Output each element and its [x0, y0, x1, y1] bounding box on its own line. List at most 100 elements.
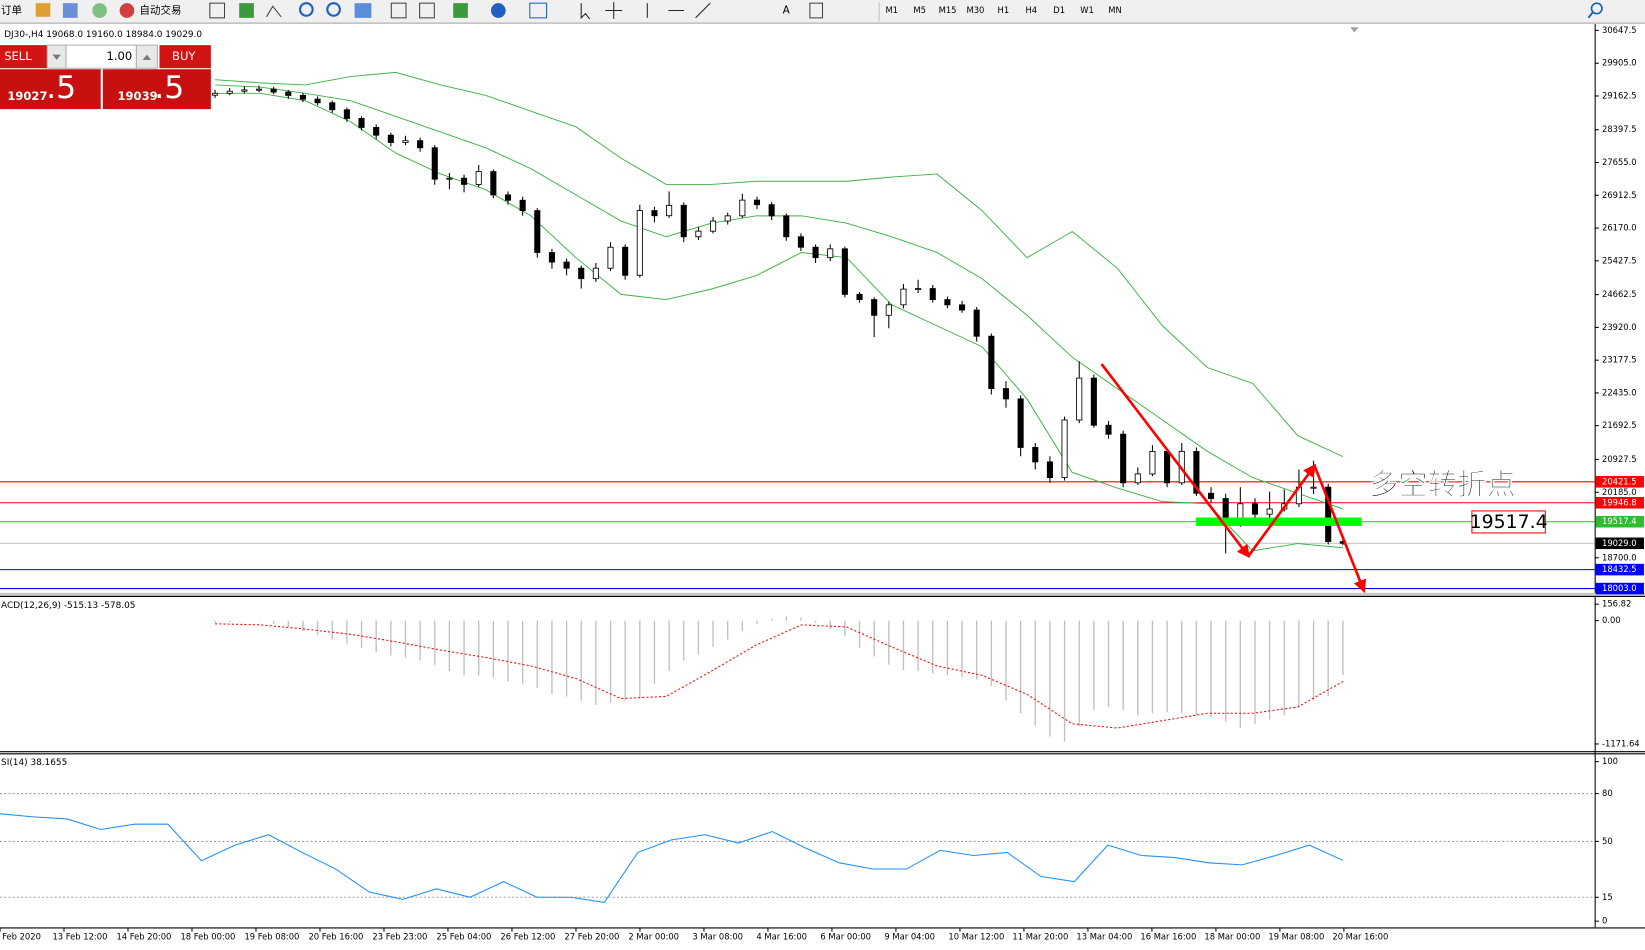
y-tick-label: 50 — [1602, 836, 1613, 846]
crosshair-tool[interactable] — [605, 2, 623, 19]
timeframe-button[interactable]: H1 — [998, 5, 1010, 15]
candle-body — [1002, 388, 1010, 400]
x-tick-label: 14 Feb 20:00 — [116, 931, 171, 941]
timeframe-button[interactable]: M1 — [885, 5, 898, 15]
bollinger-upper — [215, 71, 1344, 458]
candle-body — [548, 252, 555, 263]
indicator-title: SI(14) 38.1655 — [1, 758, 67, 768]
lot-value[interactable]: 1.00 — [107, 49, 133, 63]
y-tick-label: 24662.5 — [1602, 289, 1637, 299]
timeframe-button[interactable]: W1 — [1080, 5, 1094, 15]
x-tick-label: 25 Feb 04:00 — [436, 931, 491, 941]
y-tick-label: 26170.0 — [1602, 223, 1637, 233]
candle-body — [1134, 473, 1141, 484]
ask-frac[interactable]: .5 — [154, 70, 184, 106]
candle-body — [212, 92, 219, 96]
timeframe-button[interactable]: M5 — [913, 5, 926, 15]
price-level-label: 18003.0 — [1602, 583, 1637, 593]
icon[interactable] — [35, 3, 51, 17]
candle-body — [343, 109, 350, 119]
ask-main[interactable]: 19039 — [118, 89, 158, 103]
candle-body — [636, 210, 643, 276]
candle-body — [519, 199, 526, 212]
candle-body — [1046, 461, 1053, 479]
price-level-label: 18432.5 — [1602, 564, 1637, 574]
icon[interactable] — [453, 3, 468, 18]
candle-body — [973, 309, 980, 337]
price-level-tag — [1595, 476, 1644, 488]
bollinger-middle — [215, 84, 1344, 510]
search[interactable] — [1587, 12, 1594, 19]
auto-trading-button[interactable]: 自动交易 — [140, 4, 182, 17]
lot-down-arrow[interactable] — [52, 54, 61, 60]
candle-body — [900, 288, 907, 306]
text-tool[interactable]: A — [783, 5, 791, 17]
arrows — [1100, 363, 1367, 594]
annotation-box — [1471, 510, 1546, 534]
icon[interactable] — [266, 5, 282, 18]
bid-box[interactable] — [0, 69, 101, 110]
x-tick-label: 27 Feb 20:00 — [564, 931, 619, 941]
bid-frac[interactable]: .5 — [46, 70, 76, 106]
y-tick-label: 27655.0 — [1602, 157, 1637, 167]
trendline-tool[interactable] — [695, 2, 711, 19]
y-tick-label: 28397.5 — [1602, 124, 1637, 134]
candle-body — [1120, 433, 1127, 484]
candle-body — [1251, 503, 1259, 515]
x-tick-label: 23 Feb 23:00 — [372, 931, 427, 941]
candle-body — [373, 127, 380, 136]
x-tick-label: 2 Mar 00:00 — [628, 931, 679, 941]
candle-body — [314, 98, 321, 104]
zoom-in[interactable] — [298, 2, 314, 17]
candle-body — [929, 288, 936, 300]
sell-label[interactable]: SELL — [4, 49, 32, 63]
lot-up-arrow[interactable] — [142, 54, 152, 60]
x-tick-label: 19 Mar 08:00 — [1268, 931, 1324, 941]
bid-main[interactable]: 19027 — [7, 89, 47, 103]
y-tick-label: 25427.5 — [1602, 255, 1637, 265]
rsi-panel: 100 80 50 15 0 SI(14) 38.1655 Feb 2020 13 Feb 1… — [0, 756, 1618, 941]
timeframe-button[interactable]: H4 — [1025, 5, 1037, 15]
icon[interactable] — [62, 3, 78, 18]
candle-body — [856, 293, 863, 300]
ask-box[interactable] — [102, 69, 211, 110]
candle-body — [329, 102, 336, 111]
price-level-label: 20421.5 — [1602, 476, 1637, 486]
candle-body — [592, 267, 599, 280]
x-tick-label: 9 Mar 04:00 — [884, 931, 935, 941]
icon[interactable] — [390, 2, 407, 19]
y-tick-label: 22435.0 — [1602, 387, 1637, 397]
sell-button[interactable] — [0, 45, 48, 69]
label-tool[interactable] — [809, 2, 824, 19]
candle-body — [431, 147, 438, 180]
icon[interactable] — [354, 3, 372, 18]
buy-label[interactable]: BUY — [172, 49, 196, 63]
chart-shift-marker[interactable] — [1350, 27, 1359, 33]
candle-body — [387, 134, 394, 143]
icon[interactable] — [490, 3, 506, 18]
orders-button[interactable]: 订单 — [1, 5, 22, 17]
buy-button[interactable] — [159, 45, 211, 69]
auto-trading-icon[interactable] — [119, 3, 135, 18]
y-tick-label: 20185.0 — [1602, 487, 1637, 497]
x-tick-label: Feb 2020 — [2, 931, 41, 941]
timeframe-button[interactable]: D1 — [1053, 5, 1065, 15]
icon[interactable] — [419, 2, 435, 19]
candle-body — [534, 210, 541, 253]
zoom-out[interactable] — [326, 2, 341, 17]
cursor-tool[interactable] — [580, 3, 591, 20]
candle-body — [1207, 492, 1215, 499]
price-level-label: 19946.8 — [1602, 497, 1637, 507]
search[interactable] — [1590, 2, 1603, 15]
icon[interactable] — [239, 3, 254, 18]
icon[interactable] — [209, 2, 226, 19]
candle-body — [226, 90, 233, 94]
icon[interactable] — [529, 2, 548, 19]
y-tick-label: 29162.5 — [1602, 90, 1637, 100]
icon[interactable] — [92, 3, 108, 18]
candle-body — [402, 140, 409, 143]
timeframe-button[interactable]: M30 — [967, 5, 985, 15]
y-tick-label: 23177.5 — [1602, 355, 1637, 365]
timeframe-button[interactable]: MN — [1108, 5, 1122, 15]
timeframe-button[interactable]: M15 — [939, 5, 957, 15]
